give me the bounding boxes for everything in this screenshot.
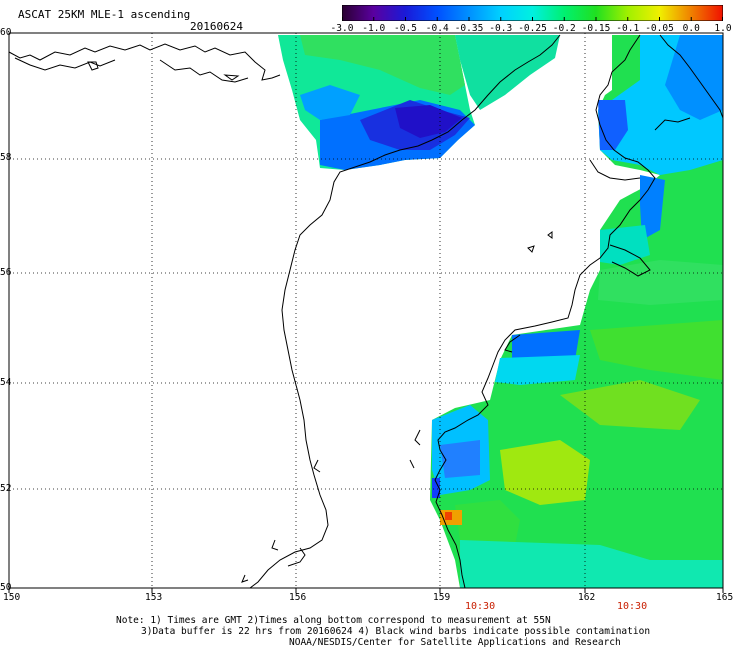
color-scale-label: -0.05 (645, 23, 674, 34)
color-scale-label: -0.2 (552, 23, 576, 34)
lon-label-153: 153 (145, 592, 163, 603)
color-scale-bar (342, 5, 723, 21)
color-scale-label: -3.0 (330, 23, 354, 34)
lon-label-159: 159 (433, 592, 451, 603)
lon-label-156: 156 (289, 592, 307, 603)
lon-label-162: 162 (578, 592, 596, 603)
map-date: 20160624 (190, 20, 243, 33)
color-scale-label: -0.35 (454, 23, 484, 34)
lon-label-165: 165 (716, 592, 734, 603)
coastline (9, 34, 723, 588)
lat-label-52: 52 (0, 483, 12, 494)
color-scale-label: -0.3 (489, 23, 513, 34)
east-swath (430, 35, 723, 588)
lat-label-60: 60 (0, 27, 12, 38)
time-label-2: 10:30 (617, 601, 648, 612)
lat-label-58: 58 (0, 152, 12, 163)
lat-label-50: 50 (0, 582, 12, 593)
color-scale-label: -0.5 (394, 23, 417, 34)
lat-lon-grid (9, 33, 723, 588)
wind-swath-layer (278, 35, 723, 588)
lat-label-54: 54 (0, 377, 12, 388)
note-line-2: 3)Data buffer is 22 hrs from 20160624 4)… (141, 626, 651, 637)
color-scale-label: -0.25 (518, 23, 547, 34)
note-line-1: Note: 1) Times are GMT 2)Times along bot… (116, 615, 551, 626)
color-scale-label: -1.0 (362, 23, 386, 34)
time-label-1: 10:30 (465, 601, 496, 612)
lon-label-150: 150 (3, 592, 21, 603)
color-scale-labels: -3.0 -1.0 -0.5 -0.4 -0.35 -0.3 -0.25 -0.2 -0.15-… (330, 23, 735, 35)
color-scale-label: 0.0 (682, 23, 700, 34)
axis-ticks (8, 588, 724, 593)
color-scale-label: -0.1 (616, 23, 640, 34)
north-swath (278, 35, 560, 170)
color-scale-label: 1.0 (714, 23, 732, 34)
map-title: ASCAT 25KM MLE-1 ascending (18, 8, 191, 21)
color-scale-label: -0.15 (581, 23, 611, 34)
plot-frame (8, 32, 724, 589)
note-line-3: NOAA/NESDIS/Center for Satellite Applica… (289, 637, 621, 648)
lat-label-56: 56 (0, 267, 12, 278)
color-scale-label: -0.4 (425, 23, 449, 34)
